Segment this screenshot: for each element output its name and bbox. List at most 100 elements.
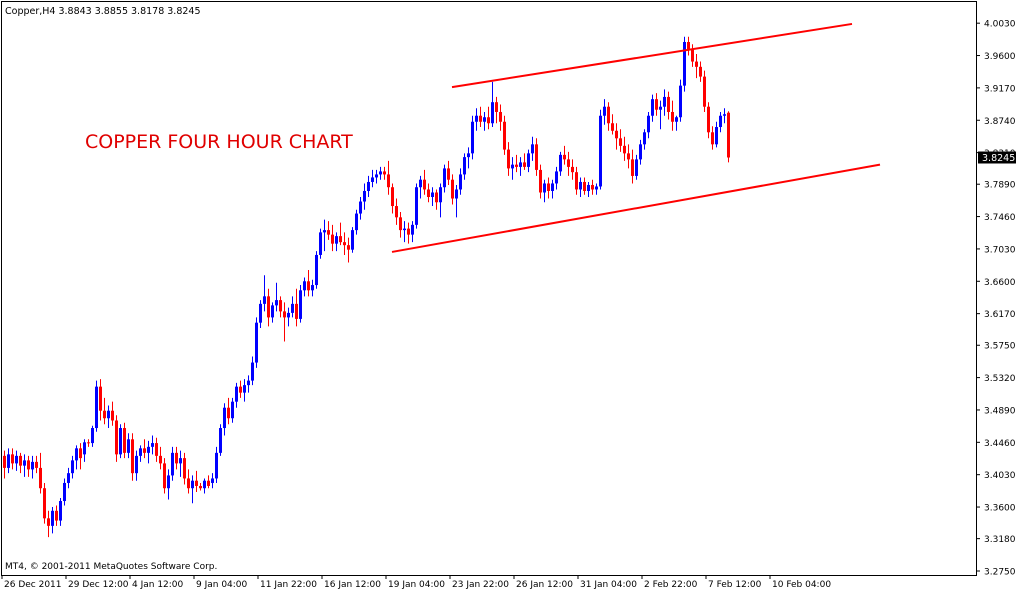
candle — [287, 307, 290, 327]
candle — [191, 475, 194, 504]
candle — [203, 478, 206, 494]
y-tick-label: 4.0030 — [984, 20, 1016, 30]
candle-body — [231, 401, 234, 419]
candle — [523, 153, 526, 170]
candle — [27, 455, 30, 477]
candle — [303, 277, 306, 297]
candle-body — [79, 448, 82, 459]
candle-body — [303, 281, 306, 291]
candle-body — [175, 452, 178, 464]
candle — [71, 455, 74, 479]
candle-body — [611, 123, 614, 131]
candle — [63, 478, 66, 506]
candle-body — [379, 171, 382, 175]
candle-body — [359, 201, 362, 214]
candle-body — [95, 386, 98, 429]
candle-body — [163, 463, 166, 489]
candle — [419, 175, 422, 199]
candle-body — [11, 454, 14, 464]
candle-body — [451, 179, 454, 199]
candle-body — [519, 162, 522, 167]
candle-body — [299, 290, 302, 319]
candle — [331, 224, 334, 252]
candle-body — [495, 102, 498, 112]
candle-body — [603, 106, 606, 116]
candle — [423, 169, 426, 195]
candle — [583, 177, 586, 195]
candle-body — [151, 443, 154, 447]
candle — [267, 288, 270, 327]
candle — [487, 106, 490, 130]
candle — [67, 467, 70, 489]
candle — [471, 115, 474, 160]
candle — [359, 197, 362, 220]
candle — [351, 227, 354, 253]
candle-body — [391, 187, 394, 207]
candle-body — [311, 285, 314, 291]
candle-body — [103, 410, 106, 419]
candle-body — [459, 174, 462, 190]
x-tick-label: 23 Jan 22:00 — [452, 580, 509, 590]
y-tick-label: 3.3600 — [984, 504, 1016, 514]
candle-body — [535, 144, 538, 170]
candle — [255, 317, 258, 368]
candle-body — [651, 99, 654, 116]
candle-body — [683, 41, 686, 86]
candle-body — [395, 206, 398, 218]
candle-body — [123, 428, 126, 453]
candle-body — [339, 236, 342, 243]
candle — [31, 455, 34, 479]
y-tick-label: 3.7460 — [984, 213, 1016, 223]
candle — [451, 174, 454, 205]
candle — [243, 379, 246, 402]
candle — [139, 445, 142, 462]
y-tick-label: 3.9170 — [984, 84, 1016, 94]
candle — [699, 61, 702, 82]
candle-body — [355, 213, 358, 231]
candle-body — [307, 281, 310, 291]
candle — [407, 222, 410, 244]
candle-body — [463, 157, 466, 175]
candle-body — [287, 312, 290, 318]
candle — [411, 221, 414, 243]
candle — [103, 397, 106, 425]
x-tick-label: 2 Feb 22:00 — [644, 580, 698, 590]
candle — [55, 505, 58, 526]
candle — [635, 154, 638, 180]
candle-body — [147, 446, 150, 453]
candle — [151, 435, 154, 455]
candle — [547, 177, 550, 199]
x-tick-label: 31 Jan 04:00 — [580, 580, 637, 590]
candle — [479, 106, 482, 128]
candle — [475, 108, 478, 131]
candle-body — [375, 174, 378, 178]
candle — [59, 498, 62, 526]
candle-body — [291, 303, 294, 313]
candle-body — [199, 485, 202, 489]
candle — [679, 79, 682, 122]
candle-body — [483, 117, 486, 122]
candle — [291, 296, 294, 318]
candle-body — [691, 49, 694, 62]
chart-header: Copper,H4 3.8843 3.8855 3.8178 3.8245 — [5, 6, 201, 17]
candle — [519, 157, 522, 176]
candle-body — [39, 467, 42, 489]
candle-body — [239, 386, 242, 393]
candle-body — [499, 111, 502, 122]
current-price-label: 3.8245 — [982, 153, 1015, 164]
candle-body — [415, 187, 418, 225]
candle — [551, 179, 554, 199]
candle — [231, 397, 234, 423]
candle — [675, 115, 678, 131]
candle — [95, 380, 98, 432]
candle — [111, 401, 114, 426]
candle — [595, 183, 598, 195]
candle — [35, 455, 38, 474]
candle — [415, 183, 418, 229]
candle — [259, 300, 262, 328]
candle-body — [167, 475, 170, 489]
candle-body — [155, 443, 158, 456]
x-tick-label: 11 Jan 22:00 — [260, 580, 317, 590]
candle — [603, 99, 606, 125]
candle — [491, 81, 494, 128]
